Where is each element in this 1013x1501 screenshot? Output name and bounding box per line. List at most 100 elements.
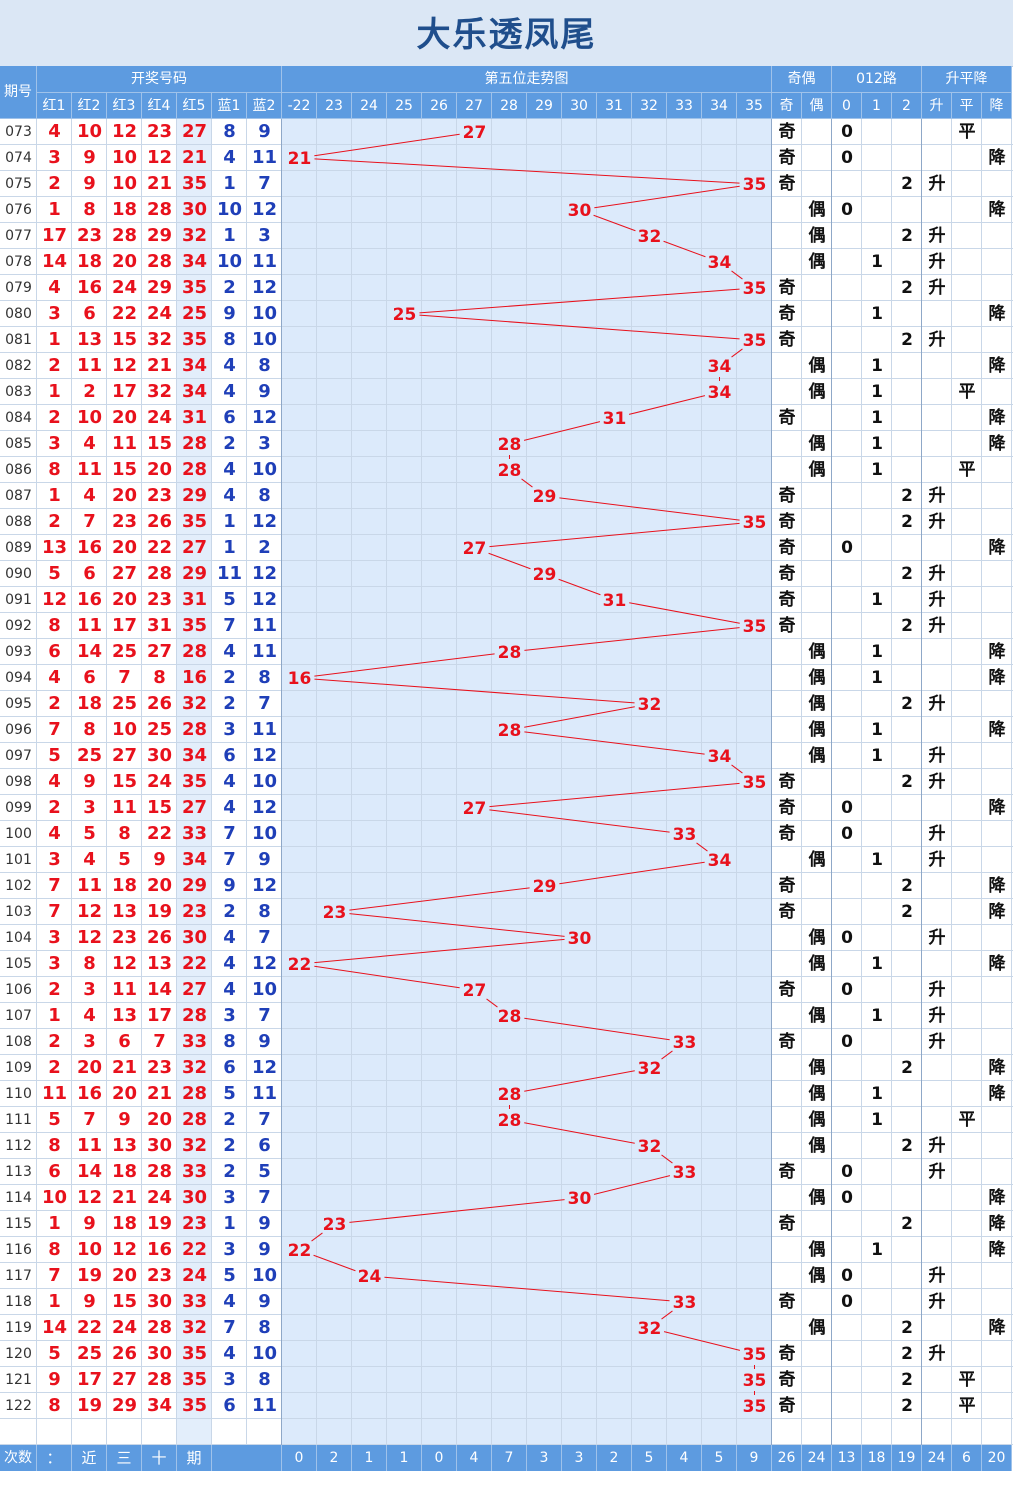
stat-even: 偶 <box>808 1006 826 1026</box>
row-line <box>0 535 1013 561</box>
red-ball: 2 <box>48 693 61 714</box>
row-line <box>0 249 1013 275</box>
stat-down: 降 <box>988 798 1006 818</box>
stat-down: 降 <box>988 954 1006 974</box>
blue-ball: 7 <box>223 615 236 636</box>
red-ball: 4 <box>83 433 96 454</box>
grid-line <box>526 119 527 1445</box>
stat-up: 升 <box>928 980 946 1000</box>
grid-line <box>141 119 142 1445</box>
red-ball: 2 <box>48 979 61 1000</box>
row-line <box>0 847 1013 873</box>
trend-segment <box>314 938 565 964</box>
stat-up: 升 <box>928 330 946 350</box>
blue-ball: 9 <box>258 1213 271 1234</box>
red-ball: 3 <box>48 849 61 870</box>
blue-ball: 1 <box>223 537 236 558</box>
blue-ball: 4 <box>223 979 236 1000</box>
red-ball: 3 <box>48 303 61 324</box>
red-ball: 35 <box>181 277 208 298</box>
red-ball: 16 <box>76 537 103 558</box>
stat-even: 偶 <box>808 1084 826 1104</box>
stat-odd: 奇 <box>778 408 796 428</box>
red-ball: 20 <box>76 1057 103 1078</box>
stat-up: 升 <box>928 928 946 948</box>
stat-odd: 奇 <box>778 1292 796 1312</box>
stat-odd: 奇 <box>778 148 796 168</box>
blue-ball: 4 <box>223 927 236 948</box>
red-ball: 19 <box>76 1265 103 1286</box>
trend-point: 32 <box>638 1137 662 1157</box>
blue-ball: 6 <box>223 1057 236 1078</box>
blue-ball: 4 <box>223 381 236 402</box>
row-line <box>0 1133 1013 1159</box>
red-ball: 22 <box>111 303 138 324</box>
red-ball: 20 <box>146 459 173 480</box>
stat-m1: 1 <box>871 304 883 324</box>
red-ball: 21 <box>146 1083 173 1104</box>
footer-note: 期 <box>177 1445 212 1471</box>
grid-line <box>801 119 802 1445</box>
red-ball: 16 <box>76 277 103 298</box>
red-ball: 13 <box>111 901 138 922</box>
blue-ball: 3 <box>223 1369 236 1390</box>
red-ball: 27 <box>181 797 208 818</box>
period-cell: 105 <box>5 956 32 972</box>
blue-ball: 4 <box>223 459 236 480</box>
stat-odd: 奇 <box>778 824 796 844</box>
stat-m2: 2 <box>901 486 913 506</box>
blue-ball: 1 <box>223 173 236 194</box>
stat-down: 降 <box>988 642 1006 662</box>
red-ball: 9 <box>83 1291 96 1312</box>
blue-ball: 5 <box>258 1161 271 1182</box>
row-line <box>0 275 1013 301</box>
header-ball-2: 红2 <box>72 93 107 119</box>
stat-m2: 2 <box>901 1058 913 1078</box>
red-ball: 16 <box>146 1239 173 1260</box>
red-ball: 6 <box>83 563 96 584</box>
red-ball: 6 <box>118 1031 131 1052</box>
trend-point: 21 <box>288 149 312 169</box>
red-ball: 34 <box>181 745 208 766</box>
red-ball: 2 <box>48 355 61 376</box>
row-line <box>0 1289 1013 1315</box>
period-cell: 081 <box>5 332 32 348</box>
row-line <box>0 379 1013 405</box>
stat-m0: 0 <box>841 200 853 220</box>
blue-ball: 5 <box>223 1083 236 1104</box>
header-trend-col: 30 <box>562 93 597 119</box>
period-cell: 107 <box>5 1008 32 1024</box>
stat-up: 升 <box>928 850 946 870</box>
period-cell: 122 <box>5 1398 32 1414</box>
red-ball: 28 <box>181 1083 208 1104</box>
red-ball: 1 <box>48 485 61 506</box>
red-ball: 15 <box>111 771 138 792</box>
period-cell: 084 <box>5 410 32 426</box>
header-period: 期号 <box>0 66 37 119</box>
row-line <box>0 301 1013 327</box>
stat-up: 升 <box>928 226 946 246</box>
blue-ball: 9 <box>223 875 236 896</box>
row-line <box>0 483 1013 509</box>
period-cell: 114 <box>5 1190 32 1206</box>
stat-even: 偶 <box>808 642 826 662</box>
stat-m1: 1 <box>871 720 883 740</box>
trend-segment <box>419 314 740 340</box>
red-ball: 35 <box>181 1369 208 1390</box>
trend-point: 23 <box>323 1215 347 1235</box>
blue-ball: 3 <box>258 433 271 454</box>
blue-ball: 4 <box>223 485 236 506</box>
blue-ball: 9 <box>258 849 271 870</box>
row-line <box>0 951 1013 977</box>
stat-even: 偶 <box>808 1110 826 1130</box>
red-ball: 27 <box>181 979 208 1000</box>
row-line <box>0 821 1013 847</box>
stat-odd: 奇 <box>778 174 796 194</box>
trend-segment <box>314 965 460 989</box>
red-ball: 18 <box>76 693 103 714</box>
red-ball: 35 <box>181 1395 208 1416</box>
red-ball: 6 <box>48 1161 61 1182</box>
red-ball: 4 <box>48 667 61 688</box>
stat-m1: 1 <box>871 1006 883 1026</box>
trend-segment <box>349 1199 565 1223</box>
